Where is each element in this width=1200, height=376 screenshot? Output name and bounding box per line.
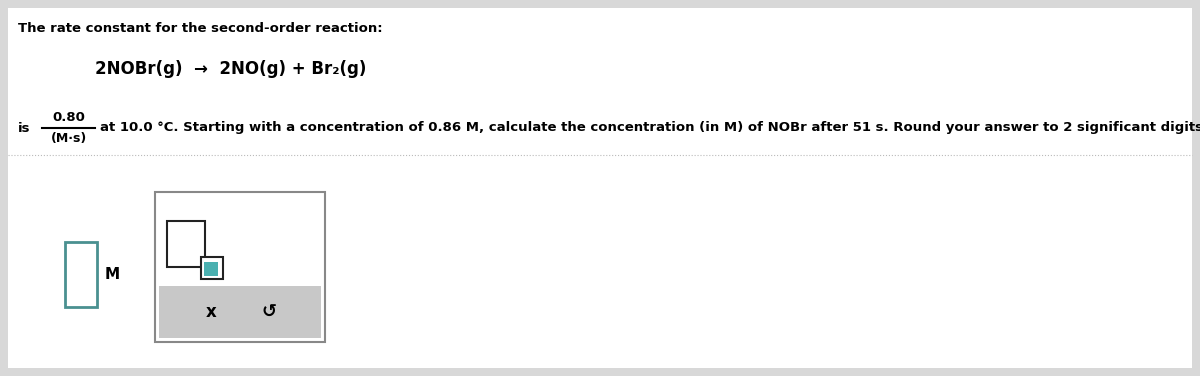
Bar xyxy=(167,221,205,267)
Bar xyxy=(204,262,218,276)
Text: (M·s): (M·s) xyxy=(50,132,86,145)
Text: 2NOBr(g)  →  2NO(g) + Br₂(g): 2NOBr(g) → 2NO(g) + Br₂(g) xyxy=(95,60,366,78)
Text: at 10.0 °C. Starting with a concentration of 0.86 M, calculate the concentration: at 10.0 °C. Starting with a concentratio… xyxy=(100,121,1200,135)
Text: ↺: ↺ xyxy=(262,303,276,321)
Text: The rate constant for the second-order reaction:: The rate constant for the second-order r… xyxy=(18,22,383,35)
Bar xyxy=(202,257,223,279)
FancyBboxPatch shape xyxy=(155,192,325,342)
Text: M: M xyxy=(106,267,120,282)
Bar xyxy=(158,286,322,338)
Text: x: x xyxy=(205,303,216,321)
Text: 0.80: 0.80 xyxy=(52,111,85,124)
Text: is: is xyxy=(18,121,30,135)
Bar xyxy=(65,242,97,307)
